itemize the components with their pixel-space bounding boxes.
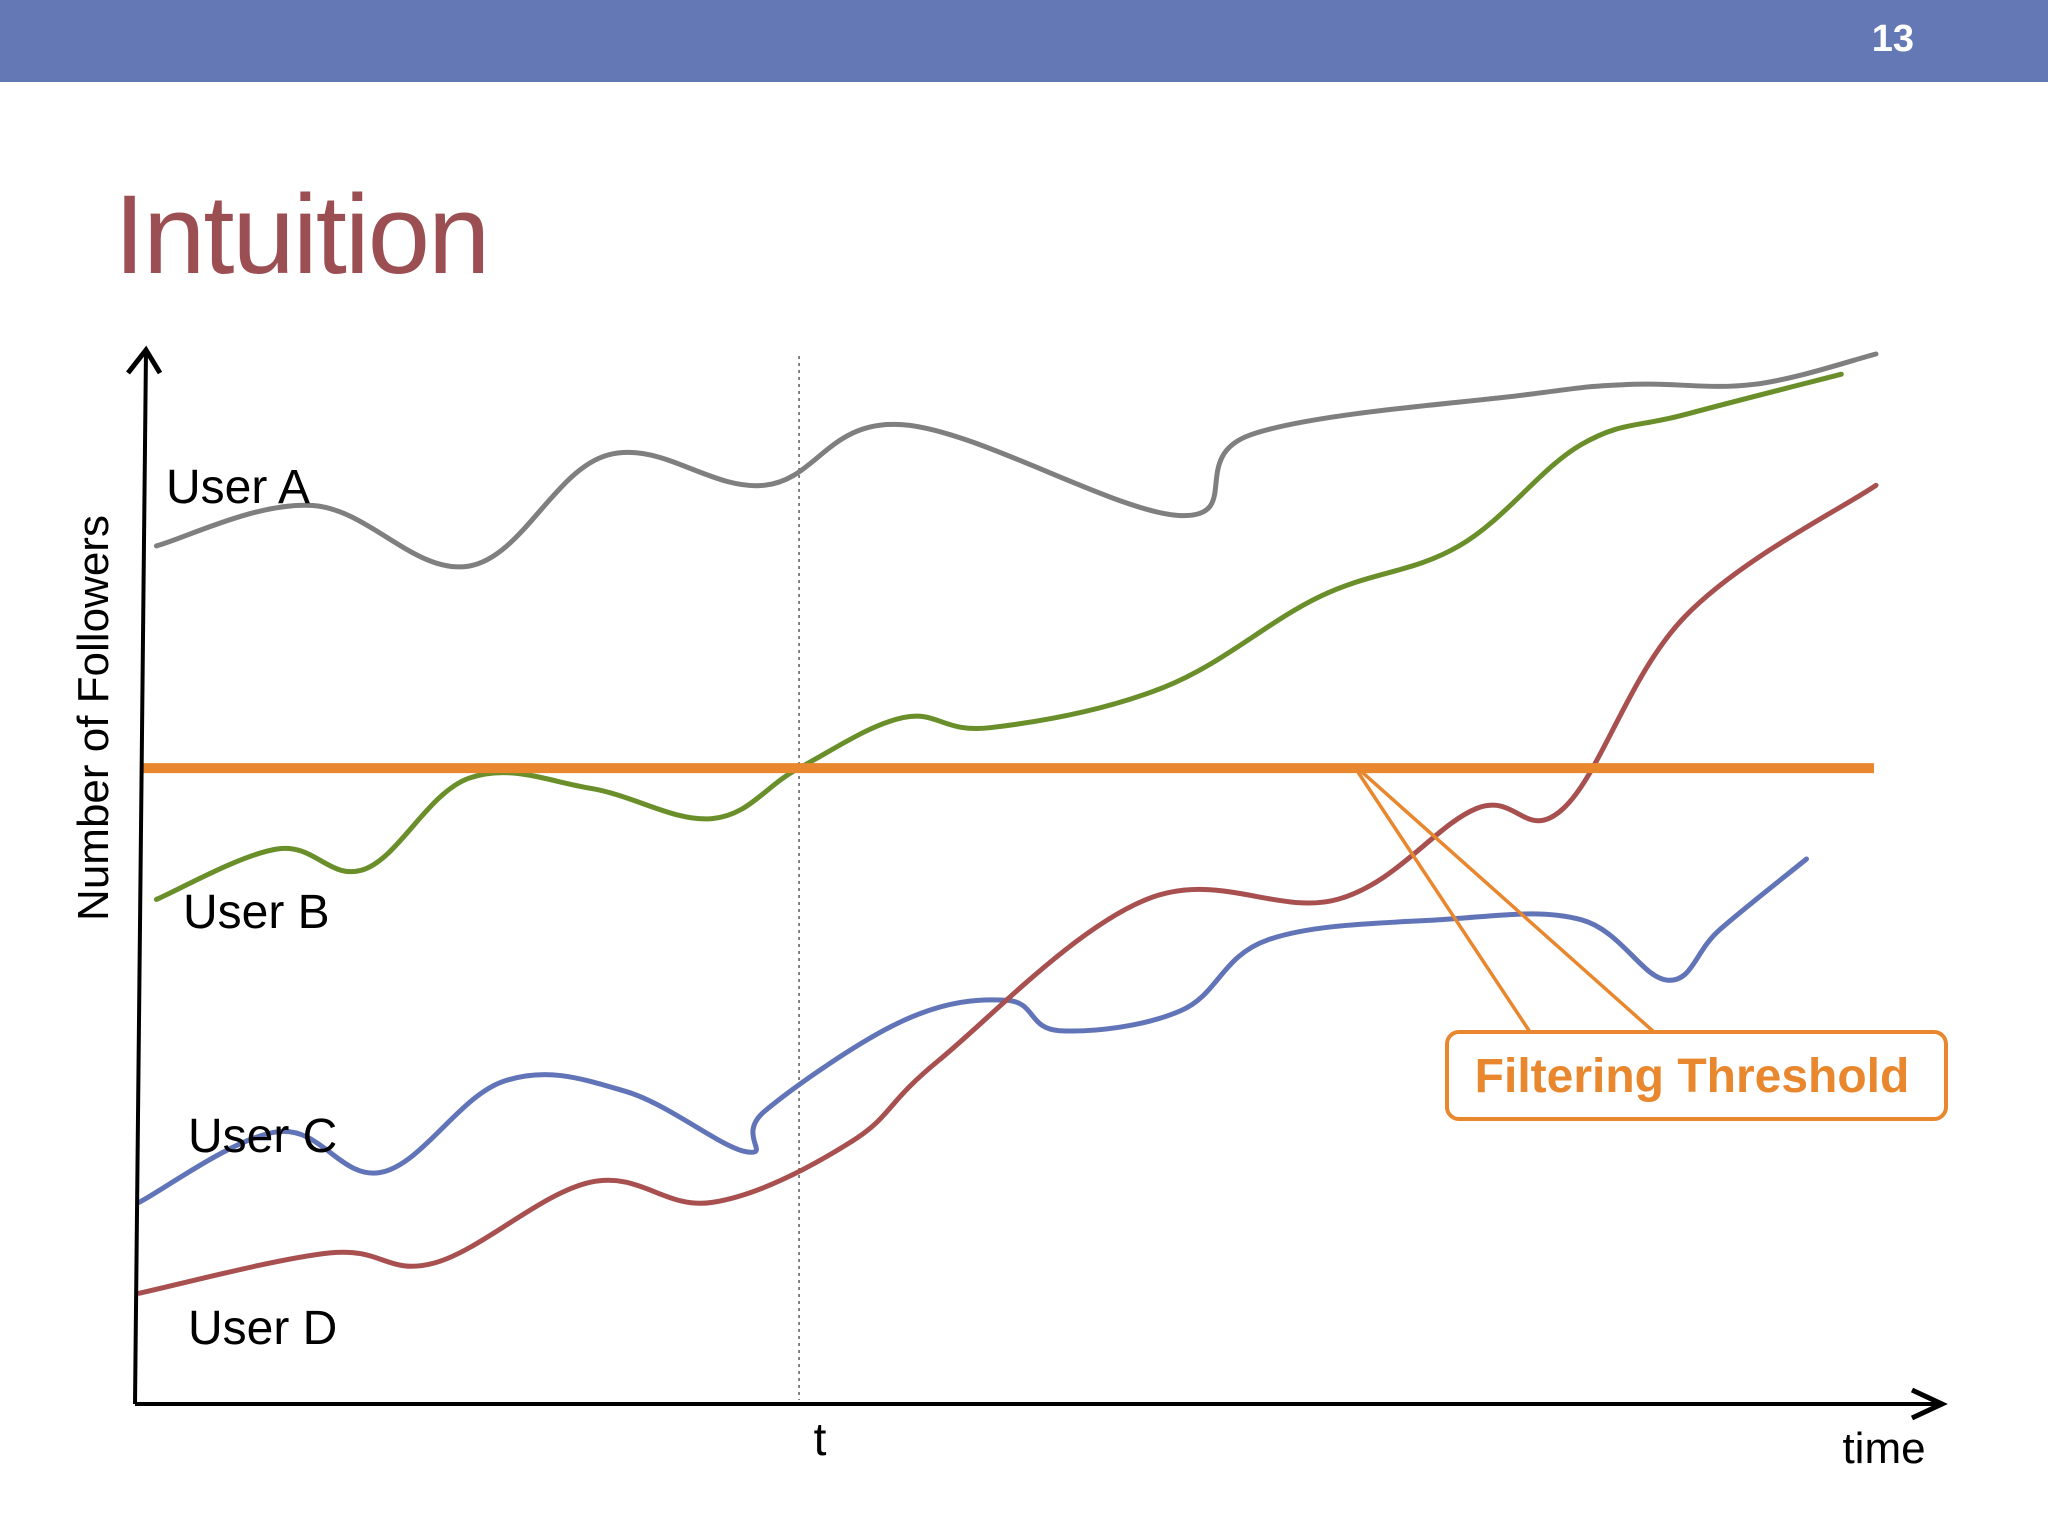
series-label-user-c: User C: [188, 1110, 337, 1163]
page-number: 13: [1871, 18, 1914, 60]
x-axis-arrow: [1910, 1387, 1948, 1421]
series-labels: User A User B User C User D: [166, 461, 337, 1355]
axes: Number of Followers time t: [69, 345, 1948, 1473]
header-bar: 13: [0, 0, 2048, 82]
series-line-user-a: [153, 351, 1879, 570]
series-line-user-b: [153, 371, 1844, 902]
x-axis-label: time: [1842, 1424, 1925, 1473]
y-axis-arrow: [126, 345, 163, 375]
series-label-user-a: User A: [166, 461, 310, 514]
t-marker-label: t: [814, 1413, 827, 1465]
y-axis-line: [133, 349, 148, 1405]
series-line-user-c: [136, 856, 1809, 1205]
series-label-user-d: User D: [188, 1302, 337, 1355]
threshold-label: Filtering Threshold: [1475, 1050, 1910, 1103]
threshold-layer: Filtering Threshold: [141, 763, 1948, 1121]
callout-box: [1445, 1030, 1948, 1121]
series-label-user-b: User B: [183, 886, 330, 939]
callout-pointer-right: [1360, 770, 1656, 1034]
slide-title: Intuition: [114, 172, 490, 297]
y-axis-label: Number of Followers: [69, 515, 118, 921]
series-line-user-d: [136, 482, 1879, 1296]
series-layer: [136, 351, 1879, 1296]
